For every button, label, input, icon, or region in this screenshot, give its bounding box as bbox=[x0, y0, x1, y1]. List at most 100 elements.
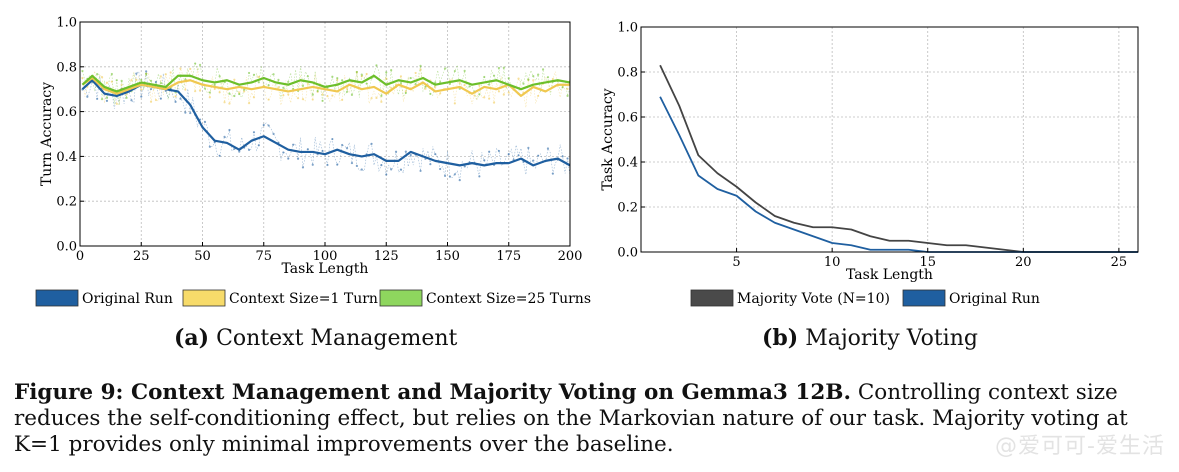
legend-swatch bbox=[35, 289, 79, 307]
raw-point bbox=[439, 167, 442, 171]
raw-point bbox=[105, 96, 109, 99]
y-tick-label: 0.6 bbox=[56, 105, 77, 120]
raw-point bbox=[424, 85, 427, 88]
raw-point bbox=[198, 63, 202, 66]
raw-point bbox=[350, 161, 354, 165]
raw-point bbox=[252, 96, 256, 99]
raw-point bbox=[453, 102, 456, 105]
raw-point bbox=[507, 91, 510, 94]
raw-point bbox=[213, 87, 216, 91]
raw-point bbox=[100, 98, 104, 101]
raw-point bbox=[463, 165, 466, 168]
raw-point bbox=[277, 86, 280, 89]
raw-point bbox=[316, 89, 319, 93]
raw-point bbox=[385, 71, 388, 74]
raw-point bbox=[262, 123, 265, 127]
x-axis-label: Task Length bbox=[282, 261, 369, 277]
raw-point bbox=[267, 98, 270, 101]
raw-point bbox=[399, 168, 403, 171]
raw-point bbox=[311, 93, 314, 96]
y-axis-label: Task Accuracy bbox=[600, 88, 616, 190]
raw-point bbox=[546, 147, 550, 150]
raw-point bbox=[233, 78, 236, 81]
raw-point bbox=[252, 73, 256, 77]
raw-point bbox=[306, 75, 309, 78]
raw-point bbox=[336, 77, 339, 80]
raw-point bbox=[238, 92, 241, 96]
raw-point bbox=[488, 97, 491, 100]
raw-point bbox=[228, 128, 231, 132]
raw-point bbox=[561, 86, 564, 89]
x-tick-label: 10 bbox=[824, 255, 841, 270]
raw-point bbox=[218, 75, 221, 78]
raw-point bbox=[321, 149, 324, 153]
y-tick-label: 0.0 bbox=[56, 240, 77, 255]
raw-point bbox=[399, 75, 403, 78]
raw-series-2 bbox=[82, 62, 571, 106]
raw-point bbox=[135, 78, 138, 82]
raw-point bbox=[331, 75, 334, 78]
plot-frame bbox=[640, 26, 1139, 253]
raw-point bbox=[81, 76, 84, 80]
raw-series-1 bbox=[82, 67, 571, 108]
raw-point bbox=[355, 70, 358, 74]
raw-point bbox=[517, 77, 520, 80]
raw-point bbox=[566, 157, 569, 160]
subcaption-a: (a) Context Management bbox=[174, 325, 458, 351]
y-tick-label: 0.0 bbox=[617, 246, 638, 261]
raw-point bbox=[115, 79, 118, 82]
raw-point bbox=[336, 163, 339, 166]
raw-point bbox=[365, 72, 368, 76]
raw-point bbox=[458, 179, 461, 182]
raw-point bbox=[551, 77, 554, 81]
raw-point bbox=[434, 152, 437, 156]
y-tick-label: 0.8 bbox=[56, 60, 77, 75]
raw-point bbox=[458, 81, 461, 85]
y-axis-label: Turn Accuracy bbox=[39, 82, 55, 186]
raw-point bbox=[149, 100, 153, 103]
raw-point bbox=[145, 72, 148, 75]
y-tick-label: 0.4 bbox=[56, 150, 77, 165]
raw-point bbox=[492, 74, 496, 77]
raw-point bbox=[252, 131, 256, 134]
raw-point bbox=[267, 84, 270, 87]
x-tick-label: 175 bbox=[496, 249, 521, 264]
x-tick-label: 125 bbox=[374, 249, 399, 264]
raw-point bbox=[360, 168, 363, 171]
raw-point bbox=[380, 94, 383, 98]
raw-point bbox=[267, 124, 270, 127]
subcaption-b: (b) Majority Voting bbox=[762, 325, 978, 351]
y-tick-label: 0.8 bbox=[617, 66, 638, 81]
raw-point bbox=[429, 163, 432, 166]
raw-point bbox=[169, 71, 172, 74]
raw-point bbox=[483, 96, 486, 99]
caption-bold: Figure 9: Context Management and Majorit… bbox=[14, 380, 851, 405]
raw-point bbox=[419, 169, 422, 173]
raw-point bbox=[120, 83, 123, 86]
raw-series-0 bbox=[82, 70, 571, 181]
x-tick-label: 20 bbox=[1015, 255, 1032, 270]
raw-point bbox=[414, 71, 417, 75]
raw-point bbox=[345, 87, 349, 90]
raw-point bbox=[497, 149, 501, 153]
raw-point bbox=[424, 87, 427, 90]
raw-point bbox=[561, 155, 564, 158]
series-line-2 bbox=[81, 74, 571, 93]
legend-label: Context Size=1 Turn bbox=[229, 291, 378, 307]
raw-point bbox=[502, 66, 505, 69]
y-tick-label: 1.0 bbox=[617, 21, 638, 36]
legend-label: Majority Vote (N=10) bbox=[737, 291, 890, 307]
raw-point bbox=[110, 80, 113, 83]
raw-point bbox=[341, 79, 344, 82]
raw-point bbox=[247, 102, 251, 105]
raw-point bbox=[179, 97, 182, 100]
raw-point bbox=[208, 96, 211, 99]
x-tick-label: 200 bbox=[558, 249, 583, 264]
raw-point bbox=[257, 144, 260, 147]
raw-point bbox=[301, 98, 305, 101]
raw-point bbox=[306, 148, 309, 151]
raw-point bbox=[296, 97, 300, 100]
raw-point bbox=[272, 73, 275, 76]
raw-point bbox=[409, 153, 412, 157]
raw-point bbox=[537, 94, 540, 98]
